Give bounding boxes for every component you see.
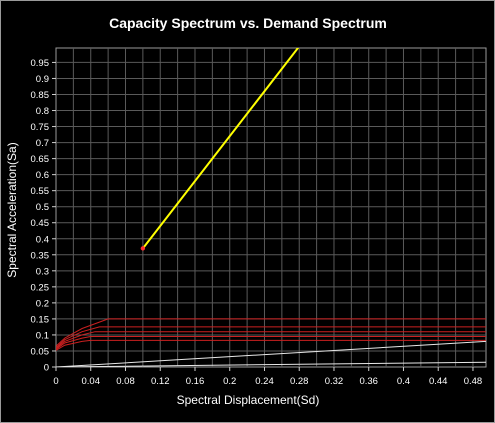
demand-curve [56, 318, 486, 347]
y-tick-label: 0.1 [36, 330, 49, 341]
x-tick-label: 0.08 [116, 376, 135, 387]
y-tick-label: 0.75 [31, 122, 50, 133]
demand-curve [56, 339, 486, 351]
x-tick-label: 0.28 [290, 376, 309, 387]
y-tick-label: 0 [44, 363, 49, 374]
x-tick-label: 0.2 [223, 376, 236, 387]
demand-curve [56, 361, 486, 367]
x-tick-label: 0.16 [186, 376, 205, 387]
y-tick-label: 0.2 [36, 298, 49, 309]
capacity-start-point [140, 246, 146, 251]
demand-curve [56, 336, 486, 350]
capacity-curve [142, 48, 300, 250]
y-tick-label: 0.15 [31, 314, 50, 325]
x-tick-label: 0.04 [81, 376, 100, 387]
plot-area [55, 47, 487, 368]
x-tick-label: 0.44 [429, 376, 448, 387]
x-tick-label: 0.36 [359, 376, 378, 387]
x-tick-label: 0.48 [464, 376, 483, 387]
y-tick-label: 0.5 [36, 202, 49, 213]
y-tick-label: 0.65 [31, 154, 50, 165]
chart-title: Capacity Spectrum vs. Demand Spectrum [109, 15, 387, 31]
x-tick-label: 0.32 [325, 376, 344, 387]
y-tick-label: 0.3 [36, 266, 49, 277]
x-tick-label: 0.12 [151, 376, 170, 387]
demand-curve [56, 331, 486, 349]
y-tick-label: 0.35 [31, 250, 50, 261]
y-tick-label: 0.85 [31, 90, 50, 101]
x-tick-label: 0.4 [397, 376, 410, 387]
y-tick-label: 0.4 [36, 234, 49, 245]
x-tick-label: 0 [53, 376, 58, 387]
demand-curve [56, 340, 486, 367]
y-tick-label: 0.55 [31, 186, 50, 197]
demand-curve [56, 326, 486, 349]
y-tick-label: 0.7 [36, 138, 49, 149]
y-tick-label: 0.45 [31, 218, 50, 229]
y-tick-label: 0.25 [31, 282, 50, 293]
x-tick-label: 0.24 [255, 376, 274, 387]
x-axis-label: Spectral Displacement(Sd) [177, 393, 320, 407]
y-tick-labels: 0 0.05 0.1 0.15 0.2 0.25 0.3 0.35 0.4 0.45 0.5 0.55… [31, 58, 50, 374]
y-tick-label: 0.8 [36, 106, 49, 117]
y-axis-label: Spectral Acceleration(Sa) [5, 142, 19, 277]
y-tick-label: 0.95 [31, 58, 50, 69]
series-layer [56, 48, 486, 367]
y-tick-label: 0.05 [31, 346, 50, 357]
x-tick-labels: 0 0.04 0.08 0.12 0.16 0.2 0.24 0.28 0.32 0.36 0.4 0… [53, 376, 482, 387]
y-tick-label: 0.6 [36, 170, 49, 181]
y-tick-label: 0.9 [36, 74, 49, 85]
